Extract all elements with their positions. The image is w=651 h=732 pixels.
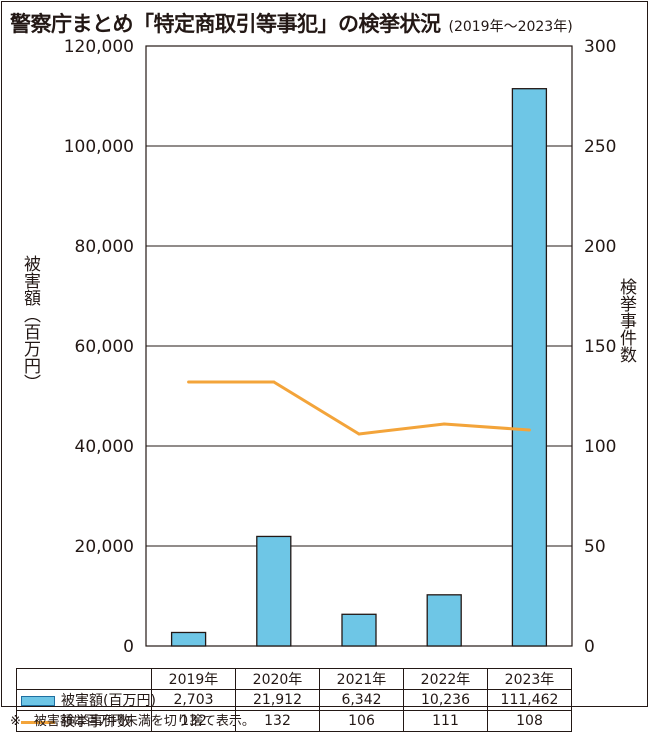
chart-title-text: 警察庁まとめ「特定商取引等事犯」の検挙状況	[10, 12, 441, 36]
y-tick-label-left: 80,000	[75, 237, 134, 257]
footnote: ※ 被害額は百万円未満を切り捨て表示。	[10, 714, 255, 729]
table-header-cell: 2020年	[235, 668, 320, 690]
y-tick-label-right: 100	[584, 437, 616, 457]
table-cell: 21,912	[235, 689, 320, 711]
legend-label-damage: 被害額(百万円)	[61, 693, 156, 709]
point-cases	[187, 380, 191, 384]
point-cases	[442, 422, 446, 426]
y-tick-label-left: 40,000	[75, 437, 134, 457]
bar-damage	[170, 631, 207, 647]
chart-title: 警察庁まとめ「特定商取引等事犯」の検挙状況 (2019年～2023年)	[10, 8, 573, 38]
table-header-row: 2019年 2020年 2021年 2022年 2023年	[16, 668, 572, 690]
point-cases	[527, 428, 531, 432]
bar-damage	[256, 535, 292, 647]
table-corner-cell	[16, 668, 152, 690]
table-header-cell: 2022年	[403, 668, 488, 690]
bar-damage	[341, 613, 377, 647]
line-cases	[188, 380, 530, 436]
point-cases	[272, 380, 276, 384]
table-header-cell: 2019年	[151, 668, 236, 690]
bar-damage	[426, 594, 462, 647]
legend-line-swatch	[21, 720, 55, 724]
table-cell: 111,462	[487, 689, 572, 711]
table-header-cell: 2023年	[487, 668, 572, 690]
legend-item-damage: 被害額(百万円)	[16, 689, 156, 711]
y-tick-label-right: 50	[584, 537, 606, 557]
table-cell: 10,236	[403, 689, 488, 711]
y-axis-label-right: 検挙事件数	[616, 278, 636, 363]
table-header-cell: 2021年	[319, 668, 404, 690]
y-tick-label-left: 100,000	[64, 137, 134, 157]
y-tick-label-right: 200	[584, 237, 616, 257]
y-axis-label-left: 被害額（百万円）	[20, 255, 40, 391]
y-tick-label-left: 120,000	[64, 37, 134, 57]
bar-damage	[511, 88, 548, 647]
y-tick-label-left: 0	[123, 637, 134, 657]
legend-bar-swatch	[21, 696, 55, 706]
y-tick-label-left: 60,000	[75, 337, 134, 357]
table-row-damage: 被害額(百万円) 2,703 21,912 6,342 10,236 111,4…	[16, 689, 572, 711]
table-cell: 6,342	[319, 689, 404, 711]
y-tick-label-right: 0	[584, 637, 595, 657]
point-cases	[357, 432, 361, 436]
legend-label-cases: 検挙事件数	[61, 714, 131, 730]
data-table: 2019年 2020年 2021年 2022年 2023年 被害額(百万円) 2…	[16, 668, 572, 732]
table-cell: 132	[151, 710, 236, 732]
table-cell: 111	[403, 710, 488, 732]
y-tick-label-left: 20,000	[75, 537, 134, 557]
y-tick-label-right: 250	[584, 137, 616, 157]
table-cell: 2,703	[151, 689, 236, 711]
y-tick-label-right: 300	[584, 37, 616, 57]
table-row-cases: 検挙事件数 132 132 106 111 108	[16, 710, 572, 732]
table-cell: 108	[487, 710, 572, 732]
table-cell: 106	[319, 710, 404, 732]
y-tick-label-right: 150	[584, 337, 616, 357]
chart-subtitle: (2019年～2023年)	[448, 19, 573, 35]
